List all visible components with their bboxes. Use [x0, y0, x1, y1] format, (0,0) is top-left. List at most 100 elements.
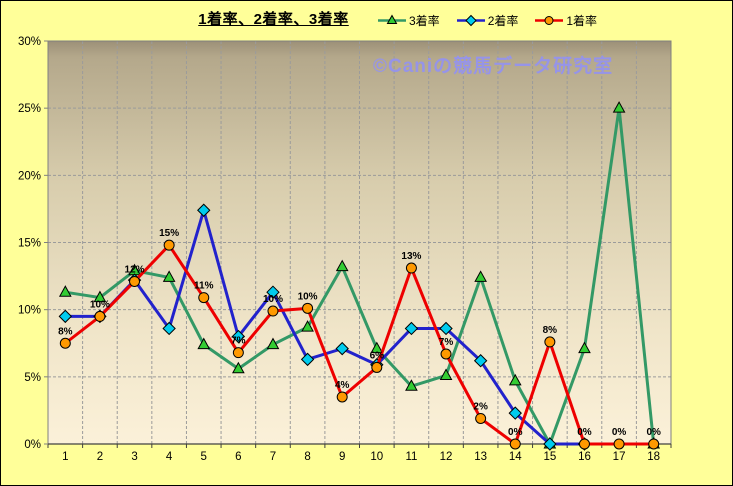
data-point-third-place-rate — [612, 101, 626, 113]
data-point-second-place-rate — [543, 437, 557, 451]
legend-item-first-place-rate: 1着率 — [534, 12, 597, 29]
y-axis-label: 5% — [24, 372, 41, 384]
data-point-second-place-rate — [266, 285, 280, 299]
y-axis-label: 10% — [18, 305, 41, 317]
data-point-first-place-rate — [371, 361, 383, 373]
data-label-first-place-rate: 0% — [577, 427, 592, 438]
data-point-first-place-rate — [267, 305, 279, 317]
watermark-text: ©Caniの競馬データ研究室 — [373, 56, 614, 77]
data-label-first-place-rate: 11% — [194, 281, 214, 292]
data-label-first-place-rate: 13% — [401, 251, 421, 262]
data-label-first-place-rate: 0% — [612, 427, 627, 438]
legend-item-second-place-rate: 2着率 — [456, 12, 519, 29]
x-axis-label: 12 — [440, 451, 453, 463]
data-point-third-place-rate — [439, 368, 453, 380]
data-label-first-place-rate: 6% — [370, 350, 385, 361]
x-axis-label: 2 — [97, 451, 103, 463]
x-axis-label: 14 — [509, 451, 522, 463]
data-point-first-place-rate — [336, 391, 348, 403]
data-label-first-place-rate: 2% — [473, 401, 488, 412]
data-point-second-place-rate — [58, 309, 73, 324]
x-axis-label: 4 — [166, 451, 173, 463]
data-label-first-place-rate: 7% — [439, 337, 454, 348]
chart-title: 1着率、2着率、3着率 — [198, 11, 349, 28]
x-axis-label: 6 — [235, 451, 241, 463]
data-label-first-place-rate: 0% — [508, 427, 523, 438]
data-label-first-place-rate: 10% — [263, 294, 283, 305]
data-point-second-place-rate — [231, 329, 246, 344]
y-axis-label: 20% — [18, 170, 41, 182]
data-point-third-place-rate — [508, 373, 522, 386]
data-point-third-place-rate — [232, 361, 245, 374]
data-point-first-place-rate — [578, 438, 590, 450]
data-label-first-place-rate: 10% — [298, 291, 318, 302]
data-point-first-place-rate — [509, 438, 521, 450]
data-point-third-place-rate — [474, 270, 487, 282]
data-point-first-place-rate — [94, 310, 106, 322]
series-first-place-rate — [59, 239, 660, 450]
data-label-first-place-rate: 8% — [543, 325, 558, 336]
data-point-third-place-rate — [197, 337, 211, 350]
data-label-first-place-rate: 0% — [646, 427, 661, 438]
x-axis-label: 1 — [62, 451, 68, 463]
data-point-first-place-rate — [440, 348, 452, 360]
chart-legend: 3着率 2着率 1着率 — [377, 12, 597, 29]
data-point-first-place-rate — [613, 438, 625, 450]
data-point-third-place-rate — [301, 320, 314, 332]
x-axis-label: 3 — [131, 451, 137, 463]
data-point-first-place-rate — [475, 412, 487, 424]
y-axis-label: 0% — [24, 439, 41, 451]
data-point-third-place-rate — [58, 285, 72, 297]
x-axis-label: 11 — [405, 451, 417, 463]
data-label-first-place-rate: 12% — [125, 264, 145, 275]
x-axis-label: 9 — [339, 451, 345, 463]
data-point-first-place-rate — [232, 347, 244, 359]
data-point-third-place-rate — [405, 379, 418, 391]
data-point-first-place-rate — [129, 275, 141, 287]
x-axis-label: 13 — [474, 451, 487, 463]
y-axis-label: 30% — [18, 36, 41, 48]
data-point-second-place-rate — [508, 406, 522, 420]
legend-triangle-marker-icon — [378, 14, 406, 24]
data-point-second-place-rate — [300, 352, 315, 367]
data-point-second-place-rate — [162, 321, 176, 336]
data-point-third-place-rate — [370, 341, 384, 354]
data-label-first-place-rate: 15% — [159, 228, 179, 239]
x-axis-label: 17 — [613, 451, 626, 463]
data-point-third-place-rate — [578, 341, 591, 354]
data-point-first-place-rate — [163, 239, 175, 251]
data-label-first-place-rate: 4% — [335, 380, 350, 391]
data-point-first-place-rate — [59, 337, 71, 349]
legend-label: 1着率 — [566, 14, 598, 28]
data-label-first-place-rate: 10% — [90, 299, 110, 310]
legend-item-third-place-rate: 3着率 — [377, 12, 440, 29]
data-point-second-place-rate — [473, 354, 488, 368]
x-axis-label: 18 — [647, 451, 660, 463]
data-point-first-place-rate — [648, 438, 660, 450]
y-axis-label: 15% — [18, 238, 41, 250]
x-axis-label: 16 — [578, 451, 591, 463]
series-third-place-rate — [58, 101, 661, 449]
x-axis-label: 10 — [370, 451, 383, 463]
data-point-second-place-rate — [197, 203, 211, 217]
legend-diamond-marker-icon — [456, 14, 485, 27]
legend-label: 2着率 — [487, 14, 519, 28]
series-first-place-rate-line — [64, 243, 654, 446]
data-point-third-place-rate — [93, 290, 107, 303]
data-point-first-place-rate — [198, 292, 210, 304]
x-axis-label: 7 — [270, 451, 276, 463]
x-axis-label: 15 — [543, 451, 556, 463]
data-point-second-place-rate — [439, 321, 453, 336]
series-third-place-rate-line — [65, 106, 656, 446]
data-point-first-place-rate — [544, 336, 556, 348]
data-point-second-place-rate — [404, 321, 419, 336]
data-point-third-place-rate — [335, 259, 349, 272]
x-axis-label: 5 — [201, 451, 207, 463]
y-axis-label: 25% — [18, 103, 41, 115]
legend-circle-marker-icon — [535, 16, 564, 25]
data-point-first-place-rate — [302, 302, 314, 314]
data-point-third-place-rate — [266, 337, 280, 350]
data-point-third-place-rate — [162, 270, 176, 282]
